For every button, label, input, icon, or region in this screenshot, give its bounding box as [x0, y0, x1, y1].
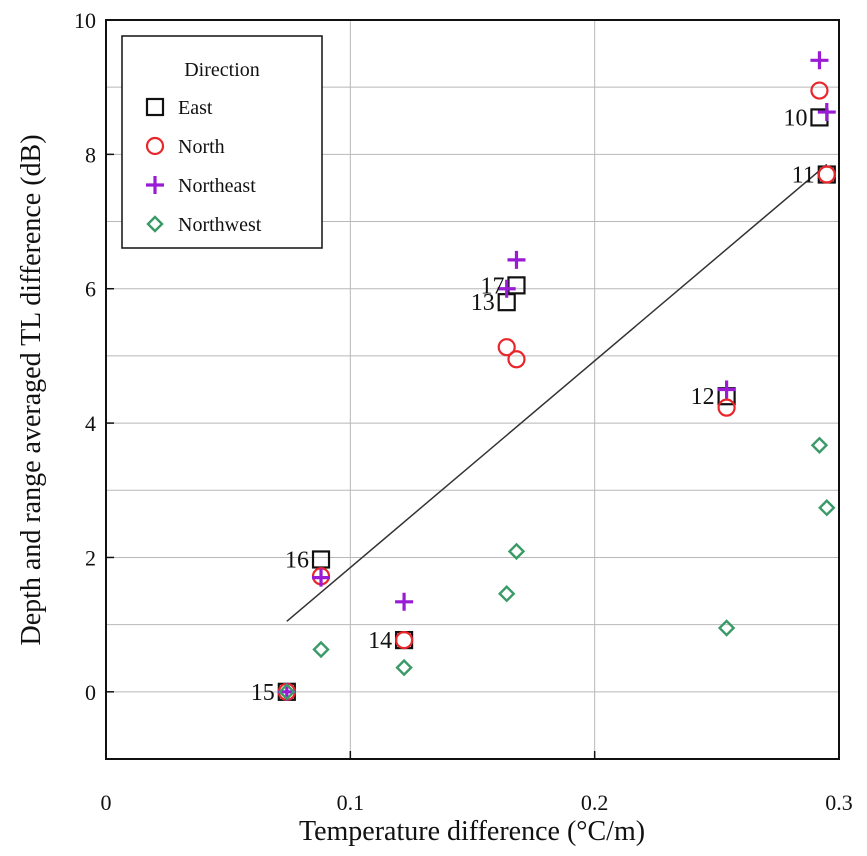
- point-northeast: [717, 380, 736, 399]
- point-northeast: [817, 103, 836, 122]
- legend-label-northwest: Northwest: [178, 214, 262, 236]
- legend-marker-east: [145, 97, 165, 117]
- point-north: [817, 165, 836, 184]
- point-northwest: [395, 658, 413, 677]
- point-northeast: [312, 568, 331, 587]
- y-axis-ticks: 0 2 4 6 8 10: [74, 8, 114, 705]
- legend-items: East North Northeast Northwest: [145, 97, 262, 236]
- point-northeast: [395, 592, 414, 611]
- legend: Direction East North Northeast Northwest: [121, 35, 323, 249]
- point-north: [717, 398, 736, 417]
- trend-line: [286, 163, 828, 622]
- point-label: 12: [691, 384, 715, 410]
- legend-label-east: East: [178, 97, 213, 119]
- y-tick-label: 10: [74, 8, 96, 33]
- point-label: 11: [792, 163, 815, 189]
- point-northeast: [507, 250, 526, 269]
- point-label: 14: [368, 628, 392, 654]
- legend-box: [121, 35, 323, 249]
- point-north: [507, 350, 526, 369]
- legend-label-north: North: [178, 136, 225, 158]
- legend-marker-northwest: [146, 215, 164, 233]
- legend-title: Direction: [184, 59, 260, 81]
- data-marks: [277, 51, 836, 701]
- series-northwest: [278, 436, 836, 701]
- plot-frame: [105, 19, 840, 760]
- y-tick-label: 6: [85, 277, 96, 302]
- point-label: 13: [471, 290, 495, 316]
- x-tick-label: 0.1: [337, 790, 365, 815]
- point-northwest: [278, 683, 296, 701]
- point-northwest: [498, 585, 516, 603]
- point-northwest: [507, 542, 526, 561]
- x-tick-label: 0: [101, 790, 112, 815]
- point-label: 17: [480, 273, 504, 299]
- y-tick-label: 0: [85, 680, 96, 705]
- x-axis-ticks: 0 0.1 0.2 0.3: [101, 751, 853, 815]
- x-tick-label: 0.2: [581, 790, 609, 815]
- y-tick-label: 2: [85, 545, 96, 570]
- point-label: 10: [783, 105, 807, 131]
- point-northeast: [810, 51, 829, 70]
- y-axis-title: Depth and range averaged TL difference (…: [16, 134, 47, 645]
- point-north: [810, 81, 829, 100]
- gridlines: [106, 20, 839, 759]
- point-east: [507, 276, 526, 295]
- point-label: 15: [251, 680, 275, 706]
- series-north: [277, 81, 836, 701]
- point-north: [394, 630, 414, 650]
- y-tick-label: 8: [85, 142, 96, 167]
- legend-marker-north: [145, 136, 165, 156]
- point-northwest: [810, 436, 829, 454]
- point-north: [497, 338, 516, 357]
- point-northwest: [312, 640, 330, 659]
- point-northwest: [818, 499, 836, 517]
- point-northeast: [497, 279, 516, 298]
- x-axis-title: Temperature difference (°C/m): [299, 816, 645, 847]
- legend-marker-northeast: [146, 176, 164, 194]
- series-northeast: [277, 51, 836, 701]
- point-label: 16: [285, 547, 309, 573]
- x-tick-label: 0.3: [825, 790, 853, 815]
- legend-label-northeast: Northeast: [178, 175, 256, 197]
- point-northwest: [717, 619, 736, 637]
- y-tick-label: 4: [85, 411, 96, 436]
